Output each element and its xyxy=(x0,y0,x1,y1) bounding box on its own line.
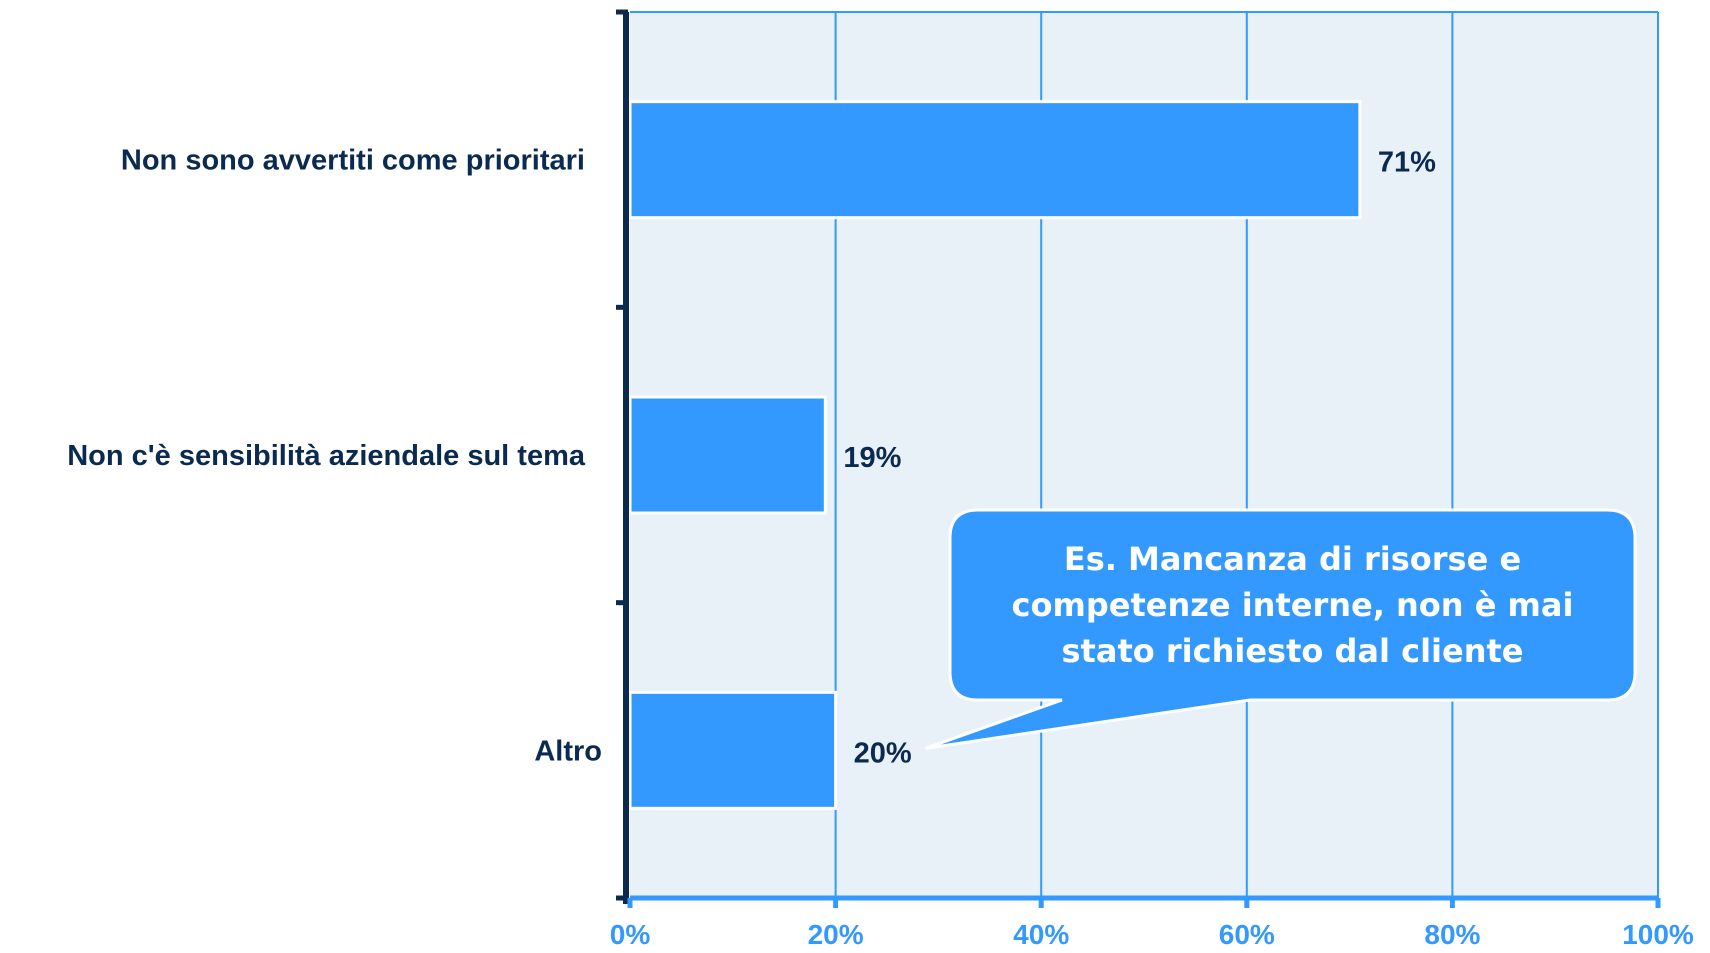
x-tick-label: 40% xyxy=(1013,919,1069,950)
callout-text-line: stato richiesto dal cliente xyxy=(1062,632,1524,670)
x-tick-label: 80% xyxy=(1424,919,1480,950)
x-tick-label: 20% xyxy=(808,919,864,950)
x-tick-label: 100% xyxy=(1622,919,1694,950)
labels: 71% Non sono avvertiti come prioritari 19%… xyxy=(67,145,1694,950)
axes xyxy=(616,9,1661,908)
category-label: Non c'è sensibilità aziendale sul tema xyxy=(67,440,586,472)
data-label: 19% xyxy=(843,442,901,474)
category-label: Altro xyxy=(534,735,602,767)
x-tick-label: 0% xyxy=(610,919,651,950)
data-label: 20% xyxy=(854,737,912,769)
bar xyxy=(628,100,1362,220)
callout-text-line: Es. Mancanza di risorse e xyxy=(1064,540,1521,578)
bars xyxy=(628,100,1362,810)
callout-bubble xyxy=(925,508,1637,750)
data-label: 71% xyxy=(1378,147,1436,179)
bar xyxy=(628,690,838,810)
bar xyxy=(628,395,827,515)
callout-text-line: competenze interne, non è mai xyxy=(1012,586,1574,624)
category-label: Non sono avvertiti come prioritari xyxy=(121,145,585,177)
annotation-callout: Es. Mancanza di risorse e competenze inte… xyxy=(925,508,1637,750)
x-tick-label: 60% xyxy=(1219,919,1275,950)
